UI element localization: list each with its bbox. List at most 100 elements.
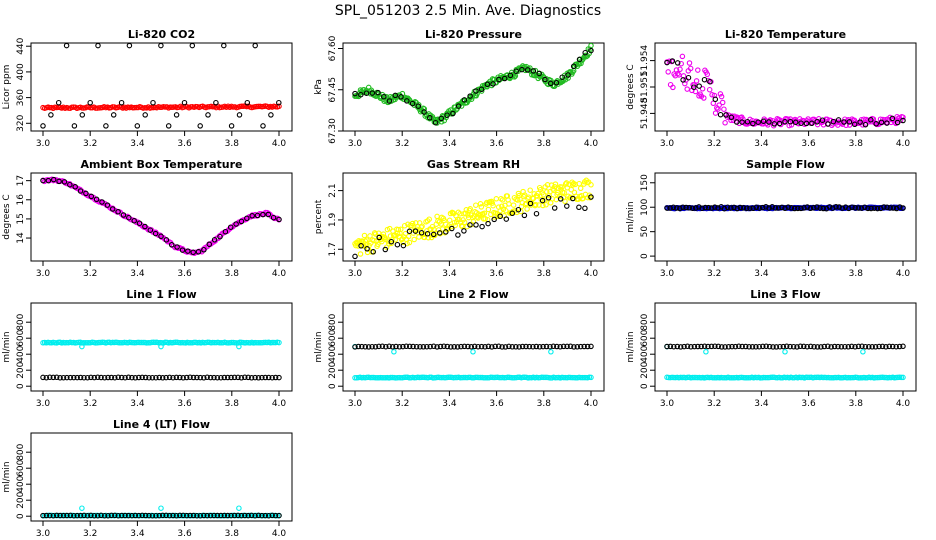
data-point: [269, 339, 275, 346]
y-tick-label: 600: [16, 459, 26, 476]
data-point: [190, 249, 196, 256]
data-point: [222, 228, 229, 235]
data-point: [785, 204, 791, 210]
data-point: [444, 343, 451, 350]
y-tick-label: 800: [16, 443, 26, 460]
data-point: [855, 343, 862, 350]
data-point: [389, 344, 396, 350]
data-point: [809, 120, 815, 127]
data-point: [43, 374, 50, 381]
data-point: [677, 344, 684, 350]
data-point: [242, 374, 248, 381]
data-point: [527, 200, 534, 207]
data-point: [782, 349, 788, 355]
data-point: [719, 99, 726, 106]
data-point: [105, 512, 111, 519]
data-point: [724, 204, 731, 210]
x-tick-label: 3.6: [177, 529, 192, 539]
series-line1_flow: [40, 339, 282, 350]
data-point: [533, 210, 540, 217]
data-point: [94, 374, 101, 381]
data-point: [126, 214, 132, 221]
y-axis-label: degrees C: [2, 194, 12, 239]
data-point: [691, 82, 698, 88]
data-point: [50, 512, 57, 519]
series-rh_ref: [352, 194, 594, 260]
data-point: [421, 109, 427, 115]
data-point: [561, 374, 567, 381]
data-point: [55, 99, 62, 106]
data-point: [485, 206, 492, 213]
data-point: [201, 247, 207, 253]
data-point: [45, 177, 52, 184]
x-tick-label: 3.2: [707, 399, 721, 409]
panel-8: Line 3 Flow 3.0 3.2 3.4 3.6 3.8 4.0 0 2004006008…: [626, 288, 917, 409]
data-point: [868, 205, 874, 212]
data-point: [112, 374, 118, 381]
x-tick-label: 4.0: [896, 269, 911, 279]
data-point: [88, 193, 95, 200]
data-point: [101, 374, 108, 381]
x-tick-label: 3.6: [489, 269, 504, 279]
x-tick-label: 3.8: [537, 399, 552, 409]
data-point: [547, 343, 553, 350]
y-tick-label: 600: [16, 329, 26, 346]
data-point: [99, 199, 105, 205]
data-point: [846, 119, 853, 125]
data-point: [358, 243, 364, 249]
data-point: [523, 343, 529, 350]
data-point: [491, 216, 497, 223]
data-point: [701, 95, 707, 101]
data-point: [77, 512, 84, 519]
data-point: [40, 123, 46, 129]
series-line2_flow: [352, 343, 594, 381]
plot-frame: [654, 172, 917, 262]
data-point: [197, 512, 204, 519]
data-point: [665, 69, 671, 75]
data-point: [564, 203, 570, 209]
data-point: [365, 84, 372, 91]
data-point: [249, 213, 255, 219]
x-tick-label: 3.2: [83, 399, 97, 409]
data-point: [170, 374, 176, 381]
data-point: [542, 374, 548, 381]
data-point: [371, 237, 377, 244]
data-point: [557, 196, 564, 202]
data-point: [245, 512, 251, 519]
data-point: [189, 42, 196, 49]
y-tick-label: 800: [16, 313, 26, 330]
data-point: [461, 343, 468, 350]
data-point: [577, 343, 584, 350]
data-point: [379, 374, 385, 381]
data-point: [181, 99, 188, 106]
data-point: [146, 374, 152, 381]
data-point: [450, 110, 456, 117]
data-point: [57, 512, 63, 519]
data-point: [686, 60, 693, 66]
data-point: [722, 344, 728, 350]
data-point: [551, 187, 557, 194]
data-point: [109, 206, 116, 212]
data-point: [149, 512, 156, 519]
data-point: [50, 176, 57, 183]
panel-title: Line 4 (LT) Flow: [113, 418, 210, 431]
data-point: [170, 512, 176, 519]
panel-title: Line 3 Flow: [750, 288, 820, 301]
data-point: [766, 119, 772, 125]
data-point: [88, 512, 94, 519]
data-point: [845, 344, 852, 350]
data-point: [411, 236, 417, 243]
data-point: [156, 512, 163, 519]
data-point: [458, 103, 465, 109]
data-point: [691, 343, 698, 350]
panel-title: Gas Stream RH: [427, 158, 520, 171]
series-sample_flow_ref: [664, 204, 906, 212]
x-tick-label: 3.2: [83, 529, 97, 539]
data-point: [506, 343, 512, 350]
data-point: [259, 374, 265, 381]
data-point: [197, 374, 204, 381]
data-point: [732, 343, 739, 350]
data-point: [187, 512, 193, 519]
data-point: [94, 512, 101, 519]
y-axis-label: ml/min: [626, 201, 636, 232]
